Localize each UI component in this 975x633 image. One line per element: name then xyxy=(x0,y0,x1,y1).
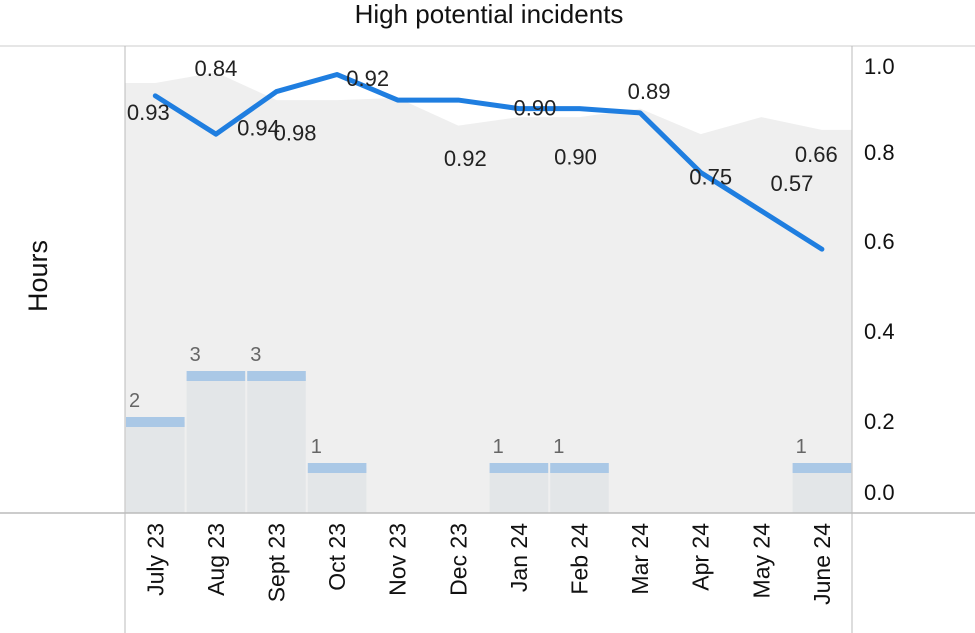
x-tick-label: June 24 xyxy=(809,523,835,605)
data-label: 0.90 xyxy=(513,96,556,121)
series-point xyxy=(335,73,339,77)
count-label: 1 xyxy=(493,436,504,458)
count-label: 2 xyxy=(129,390,140,412)
x-tick-label: Aug 23 xyxy=(203,523,229,596)
y-tick-label: 1.0 xyxy=(864,54,895,79)
x-tick-label: May 24 xyxy=(748,523,774,599)
right-axis-ticks: 1.0 0.8 0.6 0.4 0.2 0.0 xyxy=(864,54,895,505)
grey-band-layer xyxy=(125,72,853,513)
data-label: 0.84 xyxy=(194,56,237,81)
series-line xyxy=(152,72,825,252)
count-label: 1 xyxy=(553,436,564,458)
x-tick-label: Oct 23 xyxy=(324,523,350,591)
x-tick-label: Dec 23 xyxy=(445,523,471,596)
count-bars-layer: 2 3 3 1 1 1 1 xyxy=(126,344,852,513)
count-bar-cap xyxy=(307,463,367,473)
count-bar-fill xyxy=(307,468,367,513)
y-tick-label: 0.4 xyxy=(864,319,895,344)
data-label: 0.57 xyxy=(770,171,813,196)
series-point xyxy=(578,107,581,111)
x-tick-label: Sept 23 xyxy=(264,523,290,602)
series-point xyxy=(456,98,460,102)
count-bar-cap xyxy=(186,371,246,381)
x-tick-label: Mar 24 xyxy=(627,523,653,595)
series-point xyxy=(517,107,521,111)
series-point xyxy=(214,132,218,136)
y-tick-label: 0.8 xyxy=(864,140,895,165)
x-tick-label: Nov 23 xyxy=(385,523,411,596)
series-point xyxy=(275,90,278,94)
grey-band-area xyxy=(125,72,853,513)
chart-title: High potential incidents xyxy=(355,0,624,29)
data-label: 0.92 xyxy=(444,146,487,171)
count-bar-fill xyxy=(792,468,852,513)
x-tick-label: July 23 xyxy=(142,523,168,596)
count-label: 3 xyxy=(190,344,201,366)
data-label: 0.90 xyxy=(554,145,597,170)
data-label: 0.98 xyxy=(274,121,317,146)
count-bar-fill xyxy=(126,422,185,513)
y-tick-label: 0.0 xyxy=(864,480,895,505)
count-bar-fill xyxy=(550,468,609,513)
x-tick-label: Feb 24 xyxy=(567,523,593,595)
count-bar-fill xyxy=(247,376,306,513)
count-bar-cap xyxy=(792,463,852,473)
data-label: 0.92 xyxy=(346,66,389,91)
x-tick-label: Jan 24 xyxy=(506,523,532,592)
data-label: 0.66 xyxy=(795,142,838,167)
data-labels-layer: 0.93 0.84 0.940.98 0.92 0.92 0.90 0.90 0.89 0.75… xyxy=(127,56,838,196)
count-bar-cap xyxy=(247,371,306,381)
frame-lines xyxy=(0,45,975,633)
count-label: 3 xyxy=(250,344,261,366)
data-label: 0.89 xyxy=(628,79,671,104)
data-label: 0.93 xyxy=(127,100,170,125)
series-point xyxy=(153,94,157,98)
y-axis-label: Hours xyxy=(23,240,53,312)
series-point xyxy=(638,111,642,115)
count-label: 1 xyxy=(796,436,807,458)
count-bar-fill xyxy=(489,468,549,513)
series-point xyxy=(396,98,400,102)
count-bar-cap xyxy=(126,417,185,427)
x-tick-label: Apr 24 xyxy=(688,523,714,591)
count-bar-fill xyxy=(186,376,246,513)
series-point xyxy=(759,209,763,213)
x-axis-ticks: July 23 Aug 23 Sept 23 Oct 23 Nov 23 Dec 23 Ja… xyxy=(142,523,835,605)
count-label: 1 xyxy=(311,436,322,458)
count-bar-cap xyxy=(550,463,609,473)
data-label: 0.75 xyxy=(689,165,732,190)
count-bar-cap xyxy=(489,463,549,473)
y-tick-label: 0.2 xyxy=(864,409,895,434)
series-point xyxy=(699,171,703,174)
data-label: 0.94 xyxy=(237,116,280,141)
y-tick-label: 0.6 xyxy=(864,229,895,254)
series-line-layer xyxy=(152,72,825,252)
series-point xyxy=(820,247,824,251)
